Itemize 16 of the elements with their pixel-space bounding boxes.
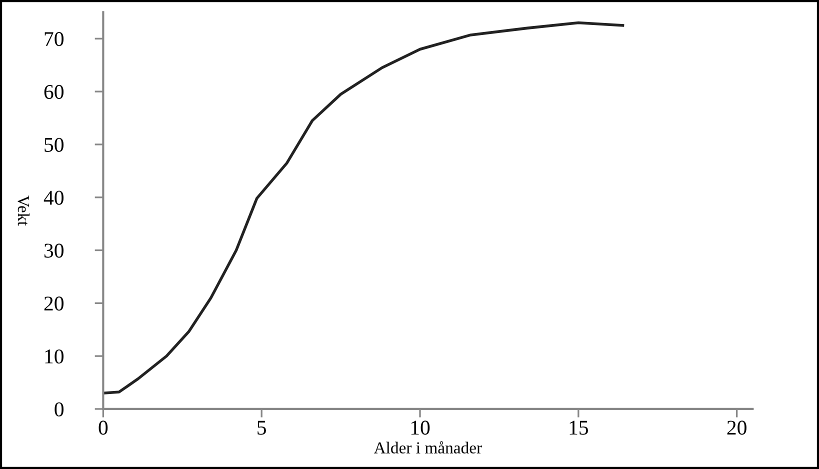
x-tick-label: 0 [98, 420, 108, 435]
y-tick-label: 40 [44, 190, 64, 205]
x-tick-label: 10 [411, 420, 430, 435]
x-tick-label: 5 [258, 420, 266, 435]
x-tick-label: 15 [570, 420, 588, 435]
y-tick-label: 30 [44, 244, 64, 258]
y-tick-label: 70 [44, 32, 64, 46]
y-tick-label: 10 [45, 349, 64, 364]
y-tick-label: 0 [54, 402, 64, 416]
x-axis-title: Alder i månader [374, 441, 482, 454]
line-series [103, 21, 624, 394]
y-tick-label: 60 [44, 84, 64, 99]
y-axis-title: Vekt [18, 195, 30, 226]
y-tick-label: 50 [44, 138, 64, 152]
y-tick-label: 20 [44, 296, 64, 311]
x-tick-label: 20 [727, 420, 746, 435]
